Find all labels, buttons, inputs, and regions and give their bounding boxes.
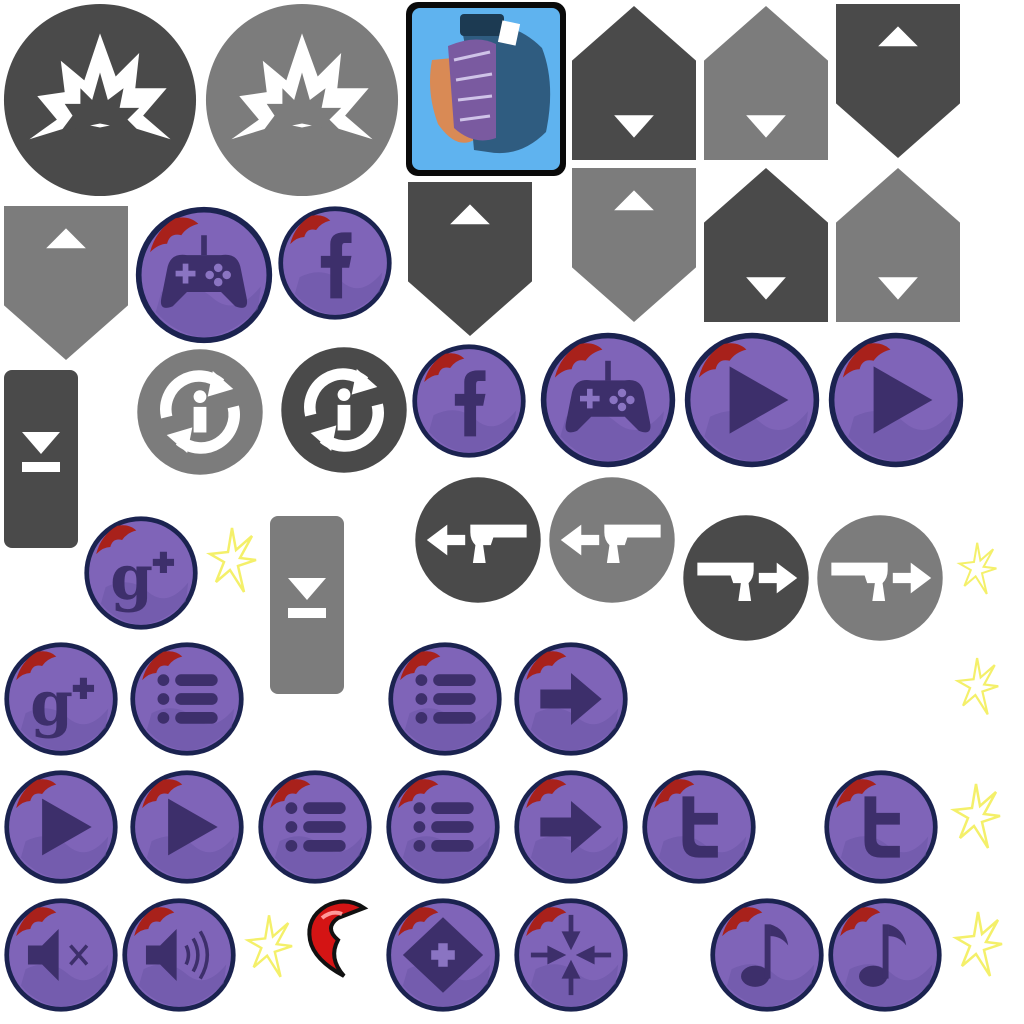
- pennant-up-arrow-icon: [408, 182, 532, 336]
- spark-icon: [244, 912, 294, 984]
- refresh-info-icon: [136, 348, 264, 476]
- google-plus-icon: g: [82, 514, 200, 632]
- download-icon: [4, 370, 78, 548]
- spark-icon: [956, 534, 998, 606]
- heart-half-icon: [304, 896, 369, 980]
- gun-left-icon: [548, 476, 676, 604]
- house-down-arrow-icon: [572, 6, 696, 160]
- twitter-icon: [822, 768, 940, 886]
- spark-icon: [954, 652, 1000, 724]
- play-icon: [826, 330, 966, 470]
- sound-off-icon: [2, 896, 120, 1014]
- soldier-avatar: [404, 0, 568, 178]
- menu-list-icon: [256, 768, 374, 886]
- svg-text:g: g: [110, 542, 153, 614]
- explosion-icon: [204, 2, 400, 198]
- google-plus-icon: g: [2, 640, 120, 758]
- download-icon: [270, 516, 344, 694]
- music-note-icon: [708, 896, 826, 1014]
- spark-icon: [950, 782, 1002, 854]
- next-arrow-icon: [512, 768, 630, 886]
- house-down-arrow-icon: [704, 168, 828, 322]
- play-icon: [2, 768, 120, 886]
- spark-icon: [952, 910, 1004, 982]
- next-arrow-icon: [512, 640, 630, 758]
- spark-icon: [206, 526, 258, 598]
- shrink-arrows-icon: [512, 896, 630, 1014]
- menu-list-icon: [128, 640, 246, 758]
- house-down-arrow-icon: [704, 6, 828, 160]
- pennant-up-arrow-icon: [572, 168, 696, 322]
- move-arrows-icon: [384, 896, 502, 1014]
- gun-right-icon: [682, 514, 810, 642]
- play-icon: [682, 330, 822, 470]
- pennant-up-arrow-icon: [836, 4, 960, 158]
- menu-list-icon: [386, 640, 504, 758]
- gamepad-icon: [132, 204, 276, 346]
- gamepad-icon: [538, 330, 678, 470]
- gun-left-icon: [414, 476, 542, 604]
- menu-list-icon: [384, 768, 502, 886]
- refresh-info-icon: [280, 346, 408, 474]
- twitter-icon: [640, 768, 758, 886]
- svg-text:g: g: [30, 668, 73, 740]
- facebook-icon: [276, 204, 394, 322]
- sound-on-icon: [120, 896, 238, 1014]
- pennant-up-arrow-icon: [4, 206, 128, 360]
- music-note-icon: [826, 896, 944, 1014]
- explosion-icon: [2, 2, 198, 198]
- play-icon: [128, 768, 246, 886]
- house-down-arrow-icon: [836, 168, 960, 322]
- facebook-icon: [410, 342, 528, 460]
- gun-right-icon: [816, 514, 944, 642]
